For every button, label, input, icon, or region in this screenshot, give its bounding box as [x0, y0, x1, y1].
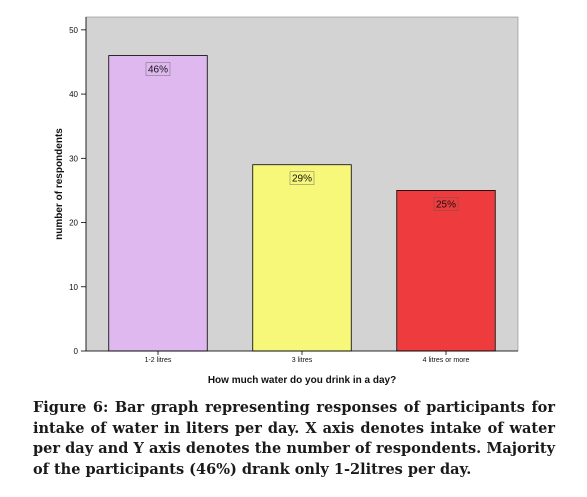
bar-label-box — [289, 171, 315, 185]
bar-label: 25% — [436, 199, 456, 210]
x-tick-label: 1-2 litres — [145, 357, 172, 364]
x-ticks: 1-2 litres 3 litres 4 litres or more — [145, 351, 470, 364]
chart-canvas: 46% 29% 25% 0 10 20 30 40 50 1-2 litres 3 litres… — [54, 16, 519, 386]
y-tick-label: 0 — [74, 347, 79, 356]
bar-label: 46% — [148, 65, 168, 76]
bar — [252, 164, 352, 352]
y-tick-label: 50 — [69, 26, 78, 35]
x-tick-label: 3 litres — [292, 357, 313, 364]
bar — [396, 190, 496, 352]
y-tick-label: 40 — [69, 90, 78, 99]
x-axis-title: How much water do you drink in a day? — [208, 375, 396, 386]
y-tick-label: 30 — [69, 154, 78, 163]
bar-label-box — [145, 62, 171, 76]
y-ticks: 0 10 20 30 40 50 — [69, 26, 86, 356]
bar-label-box — [433, 197, 459, 211]
bar-chart-figure: 46% 29% 25% 0 10 20 30 40 50 1-2 litres 3 litres… — [54, 16, 519, 386]
bar-label: 29% — [292, 174, 312, 185]
bars-layer: 46% 29% 25% — [108, 55, 496, 352]
x-tick-label: 4 litres or more — [423, 357, 470, 364]
y-axis-title: number of respondents — [54, 128, 65, 240]
figure-caption: Figure 6: Bar graph representing respons… — [33, 399, 555, 478]
y-tick-label: 10 — [69, 283, 78, 292]
bar — [108, 55, 208, 352]
y-tick-label: 20 — [69, 219, 78, 228]
